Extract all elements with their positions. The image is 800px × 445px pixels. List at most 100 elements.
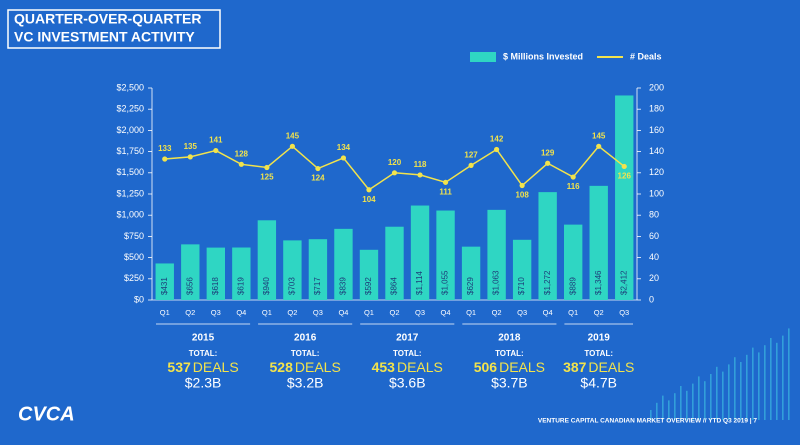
- deals-total-unit: DEALS: [193, 359, 239, 375]
- y2-tick-label: 140: [649, 146, 664, 156]
- deals-point: [417, 172, 423, 178]
- bar-value-label: $618: [211, 277, 220, 295]
- year-label: 2017: [396, 333, 419, 344]
- decoration-bar: [668, 400, 670, 420]
- x-tick-label: Q4: [236, 308, 246, 317]
- x-tick-label: Q3: [619, 308, 629, 317]
- decoration-bar: [734, 357, 736, 420]
- y2-tick-label: 100: [649, 188, 664, 198]
- deals-label: 104: [362, 195, 376, 204]
- y2-tick-label: 20: [649, 273, 659, 283]
- footer-note: VENTURE CAPITAL CANADIAN MARKET OVERVIEW…: [538, 418, 758, 425]
- y-tick-label: $0: [134, 294, 144, 304]
- bar: [563, 224, 583, 300]
- decoration-bar: [704, 381, 706, 420]
- decoration-bar: [770, 338, 772, 420]
- y2-tick-label: 0: [649, 294, 654, 304]
- bar: [461, 246, 481, 300]
- deals-point: [494, 146, 500, 153]
- deals-label: 141: [209, 136, 223, 145]
- amount-total: $3.2B: [287, 375, 324, 391]
- x-tick-label: Q2: [287, 308, 297, 317]
- bar: [359, 249, 379, 300]
- deals-total-number: 528: [270, 359, 294, 375]
- deals-point: [442, 179, 449, 185]
- deals-total-number: 506: [474, 359, 498, 375]
- deals-point: [596, 143, 602, 149]
- x-tick-label: Q2: [389, 308, 399, 317]
- bar: [334, 228, 353, 300]
- deals-point: [621, 163, 627, 170]
- y2-tick-label: 60: [649, 231, 659, 241]
- decoration-bar: [716, 366, 718, 420]
- bar: [206, 247, 226, 300]
- deals-point: [213, 147, 219, 154]
- bar-value-label: $703: [288, 277, 297, 295]
- y-tick-label: $1,000: [116, 210, 144, 220]
- decoration-bar: [788, 328, 790, 420]
- deals-label: 133: [158, 144, 172, 153]
- bar: [155, 263, 174, 300]
- title: QUARTER-OVER-QUARTER: [14, 11, 201, 27]
- deals-total-unit: DEALS: [588, 359, 634, 375]
- decoration-bar: [710, 374, 712, 420]
- amount-total: $4.7B: [580, 375, 617, 391]
- bar: [538, 192, 557, 300]
- y-tick-label: $2,500: [116, 82, 144, 92]
- deals-point: [545, 160, 551, 166]
- deals-total-number: 537: [167, 359, 191, 375]
- deals-label: 128: [235, 149, 249, 158]
- y2-tick-label: 40: [649, 252, 659, 262]
- deals-total: 387 DEALS: [563, 359, 634, 375]
- decoration: [650, 328, 790, 420]
- total-label: TOTAL:: [584, 349, 613, 358]
- decoration-bar: [722, 371, 724, 420]
- y-tick-label: $1,500: [116, 167, 144, 177]
- bar-value-label: $1,055: [441, 270, 450, 295]
- deals-total-unit: DEALS: [295, 359, 341, 375]
- x-tick-label: Q1: [364, 308, 374, 317]
- y2-tick-label: 200: [649, 82, 664, 92]
- decoration-bar: [758, 352, 760, 420]
- deals-label: 125: [260, 173, 274, 182]
- deals-label: 142: [490, 135, 504, 144]
- decoration-bar: [782, 335, 784, 420]
- bar: [487, 209, 506, 300]
- bar: [589, 185, 608, 300]
- x-tick-label: Q2: [492, 308, 502, 317]
- deals-label: 120: [388, 158, 402, 167]
- x-tick-label: Q1: [160, 308, 170, 317]
- y2-tick-label: 160: [649, 125, 664, 135]
- deals-label: 127: [464, 150, 478, 159]
- y2-tick-label: 80: [649, 210, 659, 220]
- decoration-bar: [764, 345, 766, 420]
- year-label: 2016: [294, 333, 317, 344]
- bar: [436, 210, 455, 300]
- x-tick-label: Q3: [415, 308, 425, 317]
- title: VC INVESTMENT ACTIVITY: [14, 29, 195, 45]
- deals-total: 453 DEALS: [372, 359, 443, 375]
- y2-tick-label: 120: [649, 167, 664, 177]
- y-tick-label: $1,750: [116, 146, 144, 156]
- amount-total: $2.3B: [185, 375, 222, 391]
- title-box: [7, 9, 221, 49]
- deals-point: [289, 143, 295, 149]
- amount-total: $3.6B: [389, 375, 426, 391]
- bar-value-label: $864: [390, 277, 399, 295]
- y-tick-label: $250: [124, 273, 144, 283]
- deals-label: 126: [618, 172, 632, 181]
- deals-label: 145: [592, 131, 606, 140]
- bar-value-label: $940: [262, 277, 271, 295]
- bar-value-label: $717: [313, 277, 322, 295]
- deals-point: [162, 156, 168, 162]
- amount-total: $3.7B: [491, 375, 528, 391]
- decoration-bar: [752, 347, 754, 420]
- deals-label: 124: [311, 174, 325, 183]
- decoration-bar: [740, 362, 742, 420]
- deals-point: [315, 165, 321, 172]
- bar-value-label: $889: [568, 277, 577, 295]
- bar-value-label: $2,412: [619, 270, 628, 295]
- deals-point: [391, 170, 398, 176]
- decoration-bar: [650, 410, 652, 420]
